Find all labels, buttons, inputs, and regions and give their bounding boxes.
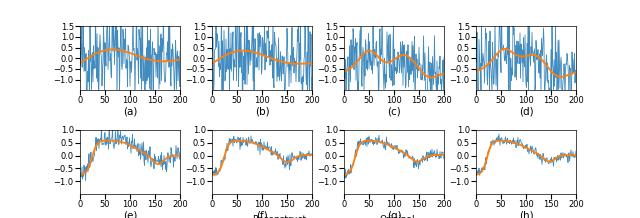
X-axis label: (a): (a) xyxy=(123,107,137,117)
X-axis label: (g): (g) xyxy=(387,211,401,218)
X-axis label: (c): (c) xyxy=(387,107,401,117)
X-axis label: (e): (e) xyxy=(123,211,137,218)
X-axis label: (h): (h) xyxy=(518,211,533,218)
X-axis label: (f): (f) xyxy=(256,211,268,218)
X-axis label: (b): (b) xyxy=(255,107,269,117)
Legend: Original: Original xyxy=(349,214,416,218)
X-axis label: (d): (d) xyxy=(518,107,533,117)
Legend: Reconstruct: Reconstruct xyxy=(222,214,307,218)
